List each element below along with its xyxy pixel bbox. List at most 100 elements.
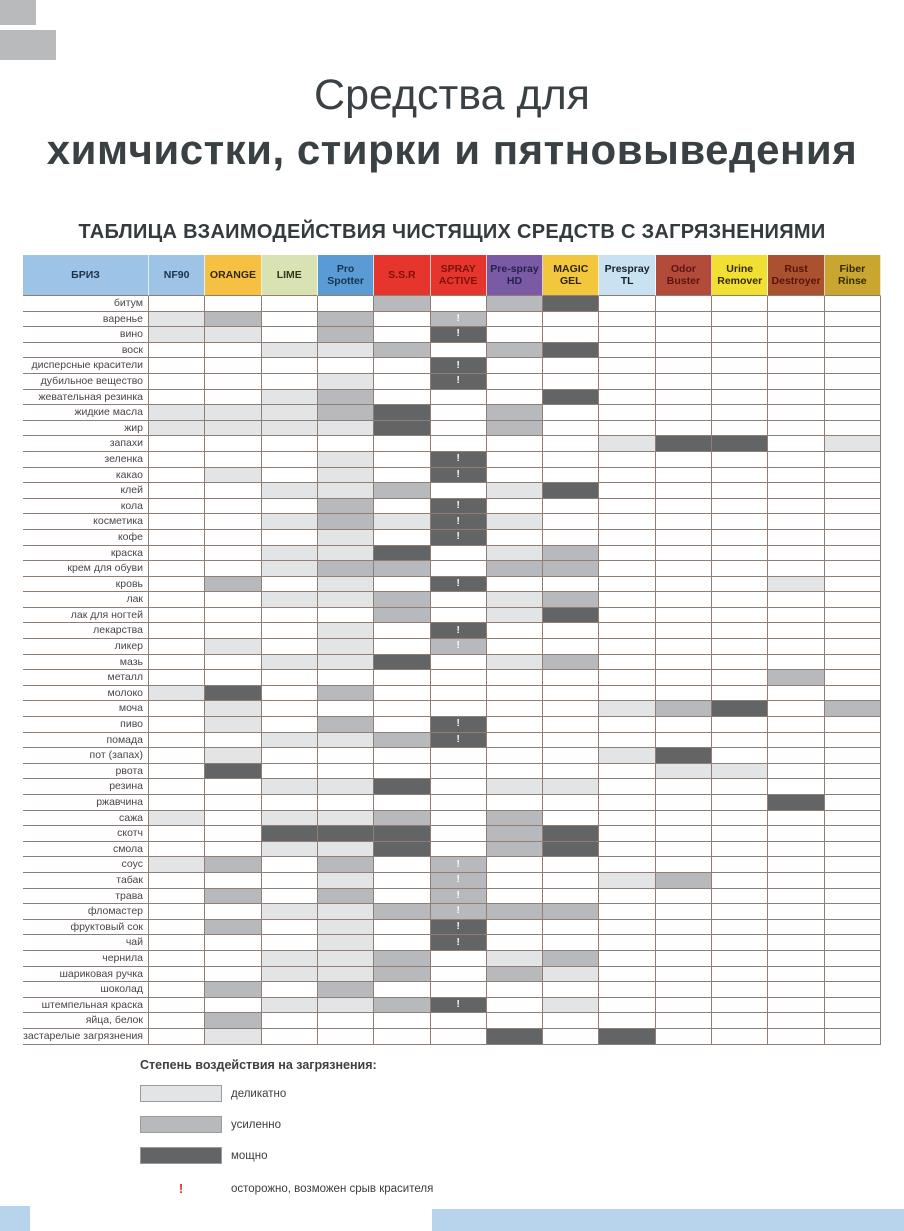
product-column-header-4: Pro Spotter	[317, 255, 375, 296]
product-column-header-13: Fiber Rinse	[824, 255, 881, 296]
interaction-cell	[149, 327, 206, 343]
interaction-cell	[768, 779, 825, 795]
interaction-cell	[205, 763, 262, 780]
interaction-cell	[543, 1028, 600, 1045]
interaction-cell	[149, 857, 206, 873]
interaction-cell	[374, 982, 431, 998]
interaction-cell	[824, 701, 881, 718]
interaction-cell	[599, 592, 656, 608]
interaction-cell	[374, 420, 431, 437]
interaction-cell	[486, 389, 544, 406]
interaction-cell	[149, 997, 206, 1014]
legend-label-delicate: деликатно	[231, 1087, 287, 1100]
interaction-cell	[149, 420, 206, 437]
interaction-cell	[768, 732, 825, 749]
interaction-cell	[824, 654, 881, 671]
interaction-cell	[824, 451, 881, 468]
interaction-cell	[486, 732, 544, 749]
interaction-cell	[712, 373, 769, 390]
interaction-cell	[655, 732, 713, 749]
interaction-cell	[824, 545, 881, 562]
interaction-cell	[655, 545, 713, 562]
interaction-cell	[149, 826, 206, 842]
interaction-cell	[599, 498, 656, 515]
interaction-cell	[486, 982, 544, 998]
interaction-cell	[599, 779, 656, 795]
interaction-cell	[655, 623, 713, 640]
interaction-cell	[655, 795, 713, 811]
interaction-cell	[824, 763, 881, 780]
interaction-cell	[712, 950, 769, 967]
product-column-header-9: Prespray TL	[599, 255, 656, 296]
interaction-cell	[261, 1028, 318, 1045]
legend-label-intense: усиленно	[231, 1118, 281, 1131]
stain-row-label: дубильное вещество	[23, 373, 149, 390]
interaction-cell	[824, 950, 881, 967]
interaction-table: БРИЗ NF90 ORANGE LIME Pro Spotter S.S.R SPRAY …	[23, 255, 881, 1045]
interaction-cell	[205, 592, 262, 608]
interaction-cell	[768, 342, 825, 359]
interaction-cell	[374, 623, 431, 640]
interaction-cell	[205, 529, 262, 546]
stain-row-label: помада	[23, 732, 149, 749]
stain-row-label: зеленка	[23, 451, 149, 468]
interaction-cell	[655, 296, 713, 312]
interaction-cell	[317, 327, 375, 343]
interaction-cell	[149, 872, 206, 889]
interaction-cell	[149, 358, 206, 374]
interaction-cell	[374, 748, 431, 764]
legend-label-warning: осторожно, возможен срыв красителя	[231, 1182, 434, 1195]
interaction-cell	[205, 966, 262, 983]
interaction-cell	[261, 654, 318, 671]
stain-row-label: ликер	[23, 639, 149, 655]
interaction-cell	[149, 748, 206, 764]
interaction-cell	[261, 982, 318, 998]
interaction-cell	[655, 1028, 713, 1045]
interaction-cell	[486, 561, 544, 577]
stain-row-label: рвота	[23, 763, 149, 780]
interaction-cell	[655, 857, 713, 873]
stain-row-label: соус	[23, 857, 149, 873]
interaction-cell	[768, 950, 825, 967]
interaction-cell	[261, 826, 318, 842]
interaction-cell	[149, 498, 206, 515]
interaction-cell	[543, 561, 600, 577]
interaction-cell	[261, 857, 318, 873]
interaction-cell	[768, 670, 825, 686]
interaction-cell	[768, 311, 825, 328]
interaction-cell	[543, 950, 600, 967]
interaction-cell	[599, 1013, 656, 1029]
interaction-cell	[599, 670, 656, 686]
interaction-cell	[599, 451, 656, 468]
stain-row-label: лак для ногтей	[23, 607, 149, 624]
interaction-cell	[317, 607, 375, 624]
interaction-cell	[712, 607, 769, 624]
interaction-cell	[712, 872, 769, 889]
interaction-cell	[486, 311, 544, 328]
interaction-cell	[543, 810, 600, 827]
interaction-cell	[655, 405, 713, 421]
interaction-cell	[149, 935, 206, 951]
interaction-cell	[205, 311, 262, 328]
interaction-cell	[374, 685, 431, 702]
interaction-cell	[486, 1028, 544, 1045]
interaction-cell	[655, 342, 713, 359]
interaction-cell	[430, 436, 487, 452]
interaction-cell	[712, 654, 769, 671]
interaction-cell	[205, 514, 262, 530]
interaction-cell	[261, 623, 318, 640]
interaction-cell	[768, 451, 825, 468]
interaction-cell	[543, 389, 600, 406]
interaction-cell	[712, 483, 769, 499]
interaction-cell	[712, 358, 769, 374]
interaction-cell	[543, 311, 600, 328]
interaction-cell	[543, 717, 600, 733]
interaction-cell	[599, 919, 656, 936]
interaction-cell	[261, 311, 318, 328]
interaction-cell	[768, 701, 825, 718]
interaction-cell	[205, 904, 262, 920]
interaction-cell	[205, 483, 262, 499]
interaction-cell	[824, 561, 881, 577]
legend: Степень воздействия на загрязнения: дели…	[140, 1058, 433, 1211]
stain-row-label: табак	[23, 872, 149, 889]
